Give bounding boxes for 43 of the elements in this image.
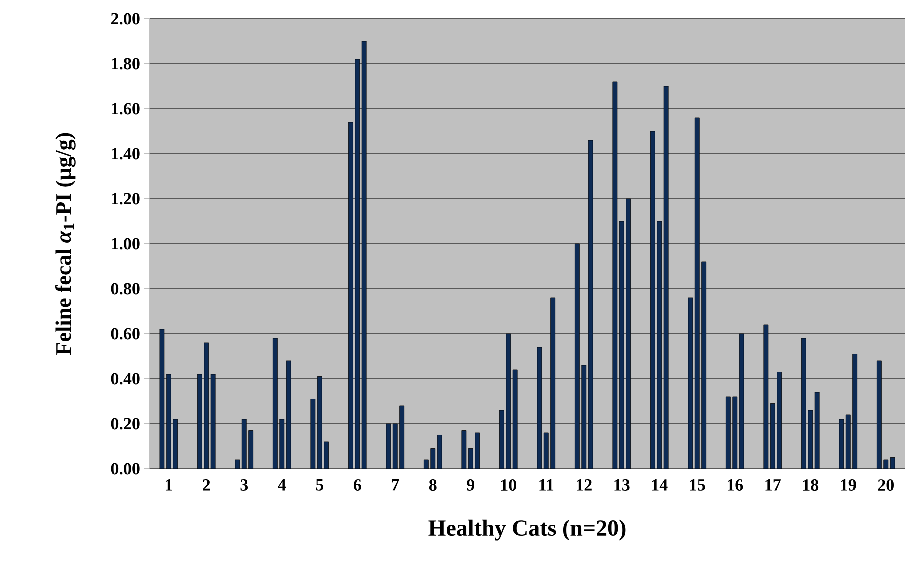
x-tick-label: 3 — [240, 480, 248, 491]
x-tick-label: 14 — [652, 480, 668, 491]
x-tick-label: 16 — [728, 480, 744, 491]
x-tick-label: 12 — [576, 480, 592, 491]
x-tick-label: 10 — [501, 480, 516, 492]
x-tick-label: 5 — [316, 480, 324, 491]
y-tick-label: 0.00 — [111, 463, 140, 475]
x-tick-label: 1 — [166, 480, 172, 491]
y-tick-label: 1.00 — [112, 238, 140, 250]
y-tick-label: 1.80 — [112, 58, 140, 70]
x-tick-label: 2 — [203, 480, 210, 491]
bar — [512, 370, 518, 469]
bar — [362, 41, 367, 469]
y-tick-label: 0.40 — [111, 373, 140, 385]
bar — [286, 360, 292, 469]
x-tick-label: 17 — [766, 480, 781, 491]
x-tick-label: 4 — [278, 480, 286, 491]
bar — [664, 86, 669, 469]
y-tick-label: 1.20 — [112, 193, 140, 205]
x-tick-label: 18 — [804, 480, 819, 492]
y-tick-label: 1.40 — [112, 148, 140, 160]
x-tick-label: 13 — [614, 480, 630, 491]
y-tick-label: 0.20 — [111, 418, 140, 430]
bar — [210, 374, 216, 469]
x-tick-label: 8 — [429, 480, 437, 492]
bar — [588, 140, 594, 469]
x-axis-title: Healthy Cats (n=20) — [428, 520, 626, 541]
bar — [437, 435, 442, 469]
y-axis-title: Feline fecal α$_{1}$-PI (µg/g) — [56, 133, 76, 356]
y-tick-label: 1.60 — [112, 103, 140, 115]
x-tick-label: 20 — [878, 480, 894, 492]
y-tick-label: 2.00 — [111, 13, 140, 25]
bar — [814, 392, 820, 469]
x-tick-label: 6 — [354, 480, 362, 491]
x-tick-label: 11 — [540, 480, 554, 491]
y-tick-label: 0.80 — [111, 283, 140, 295]
x-tick-label: 7 — [392, 480, 400, 491]
x-tick-label: 9 — [467, 480, 475, 491]
bar — [890, 458, 896, 469]
x-tick-label: 19 — [841, 480, 856, 491]
x-tick-label: 15 — [690, 480, 706, 491]
y-tick-label: 0.60 — [111, 328, 140, 340]
bar — [739, 334, 744, 469]
